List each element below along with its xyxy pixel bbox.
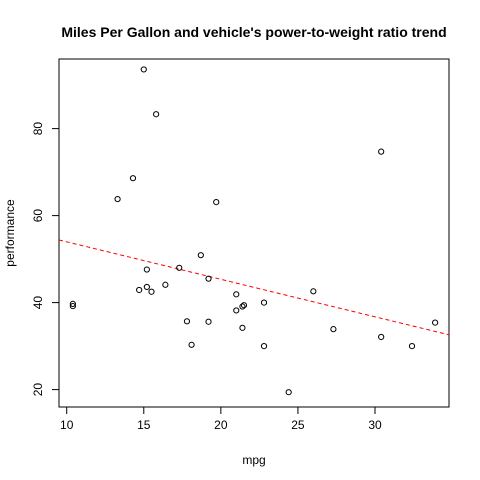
data-point: [260, 343, 268, 350]
data-point: [140, 66, 147, 73]
data-point: [285, 389, 292, 396]
points-group: [69, 66, 439, 396]
data-point: [233, 291, 240, 298]
data-point: [153, 111, 160, 118]
data-point: [148, 288, 155, 295]
data-point: [330, 326, 337, 333]
y-tick-label: 60: [31, 209, 45, 223]
data-point: [176, 264, 183, 271]
x-axis-label: mpg: [242, 453, 265, 467]
data-point: [143, 266, 150, 273]
data-point: [408, 343, 416, 350]
y-tick-label: 80: [31, 122, 45, 136]
data-point: [183, 318, 191, 325]
x-tick-label: 10: [60, 418, 74, 432]
x-tick-label: 25: [291, 418, 305, 432]
x-tick-label: 15: [137, 418, 151, 432]
y-tick-label: 40: [31, 296, 45, 310]
x-tick-label: 20: [214, 418, 228, 432]
data-point: [162, 281, 169, 288]
trend-line: [58, 239, 450, 336]
data-point: [260, 299, 268, 306]
data-point: [378, 333, 385, 341]
trend-line-group: [58, 239, 450, 336]
data-point: [136, 286, 143, 294]
data-point: [233, 307, 240, 314]
data-point: [129, 175, 137, 182]
x-axis: 10 15 20 25 30: [60, 406, 382, 432]
data-point: [197, 252, 204, 259]
y-axis-label: performance: [3, 199, 17, 267]
data-point: [213, 199, 220, 206]
data-point: [432, 319, 439, 326]
data-point: [239, 303, 246, 310]
data-point: [310, 288, 317, 295]
data-point: [378, 148, 385, 155]
chart-title: Miles Per Gallon and vehicle's power-to-…: [61, 24, 446, 40]
x-tick-label: 30: [368, 418, 382, 432]
y-tick-label: 20: [31, 383, 45, 397]
data-point: [240, 302, 248, 309]
data-point: [188, 341, 195, 348]
data-point: [69, 300, 76, 308]
data-point: [143, 283, 150, 291]
data-point: [205, 318, 212, 325]
data-point: [114, 195, 121, 203]
data-point: [239, 324, 246, 331]
data-point: [205, 275, 212, 282]
data-point: [69, 302, 76, 310]
y-axis: 20 40 60 80: [31, 122, 60, 397]
